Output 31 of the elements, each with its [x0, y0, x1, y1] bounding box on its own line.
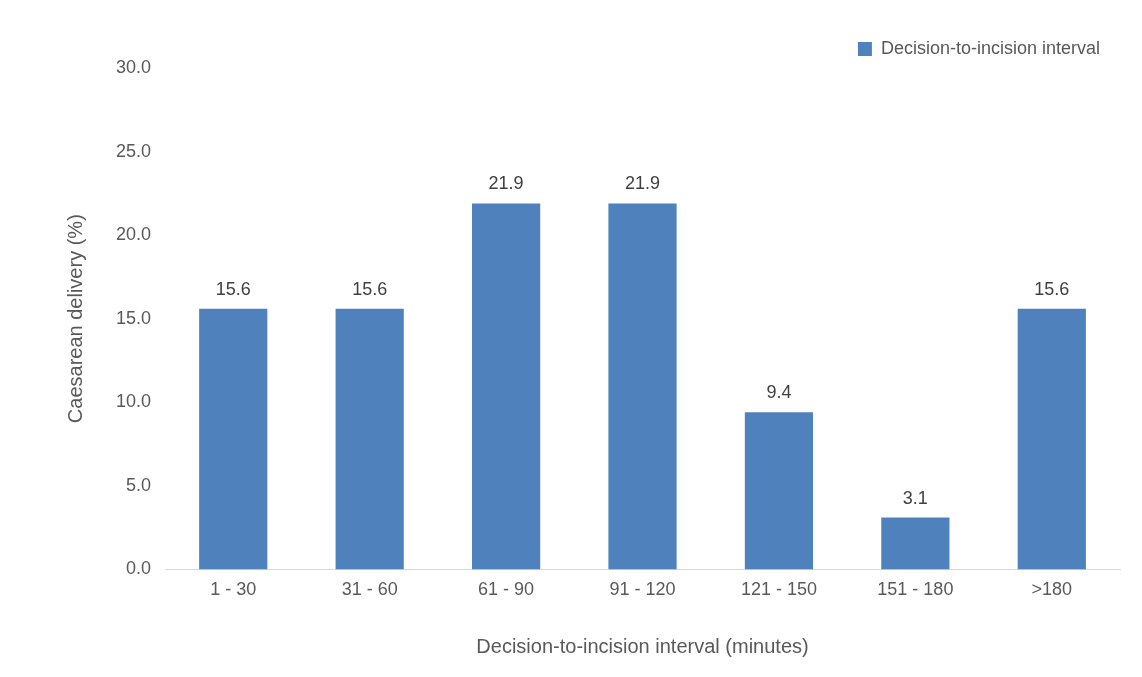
bar [1017, 308, 1086, 570]
x-tick-label: >180 [1031, 579, 1073, 600]
y-tick-label: 15.0 [115, 307, 152, 328]
x-axis-title: Decision-to-incision interval (minutes) [476, 634, 809, 657]
data-label: 15.6 [352, 278, 388, 299]
x-tick-label: 31 - 60 [341, 579, 398, 600]
bar [744, 412, 814, 570]
bar [471, 203, 541, 570]
data-label: 15.6 [1034, 278, 1070, 299]
y-tick-label: 0.0 [126, 558, 152, 579]
data-label: 9.4 [766, 382, 792, 403]
y-axis-title: Caesarean delivery (%) [63, 214, 86, 424]
y-tick-label: 20.0 [115, 224, 152, 245]
y-tick-label: 25.0 [115, 140, 152, 161]
x-tick-label: 1 - 30 [210, 579, 257, 600]
x-tick-label: 91 - 120 [609, 579, 676, 600]
x-tick-label: 61 - 90 [478, 579, 535, 600]
legend-label: Decision-to-incision interval [880, 37, 1101, 58]
x-tick-label: 151 - 180 [877, 579, 954, 600]
bar [199, 308, 268, 570]
data-label: 15.6 [215, 278, 251, 299]
y-tick-label: 30.0 [115, 56, 152, 77]
bar [608, 203, 677, 570]
y-tick-label: 10.0 [115, 391, 152, 412]
bar [335, 308, 404, 570]
data-label: 21.9 [624, 173, 661, 194]
data-label: 21.9 [488, 173, 524, 194]
y-tick-label: 5.0 [126, 474, 152, 495]
x-tick-label: 121 - 150 [740, 579, 817, 600]
data-label: 3.1 [902, 487, 928, 508]
bar [881, 517, 950, 570]
